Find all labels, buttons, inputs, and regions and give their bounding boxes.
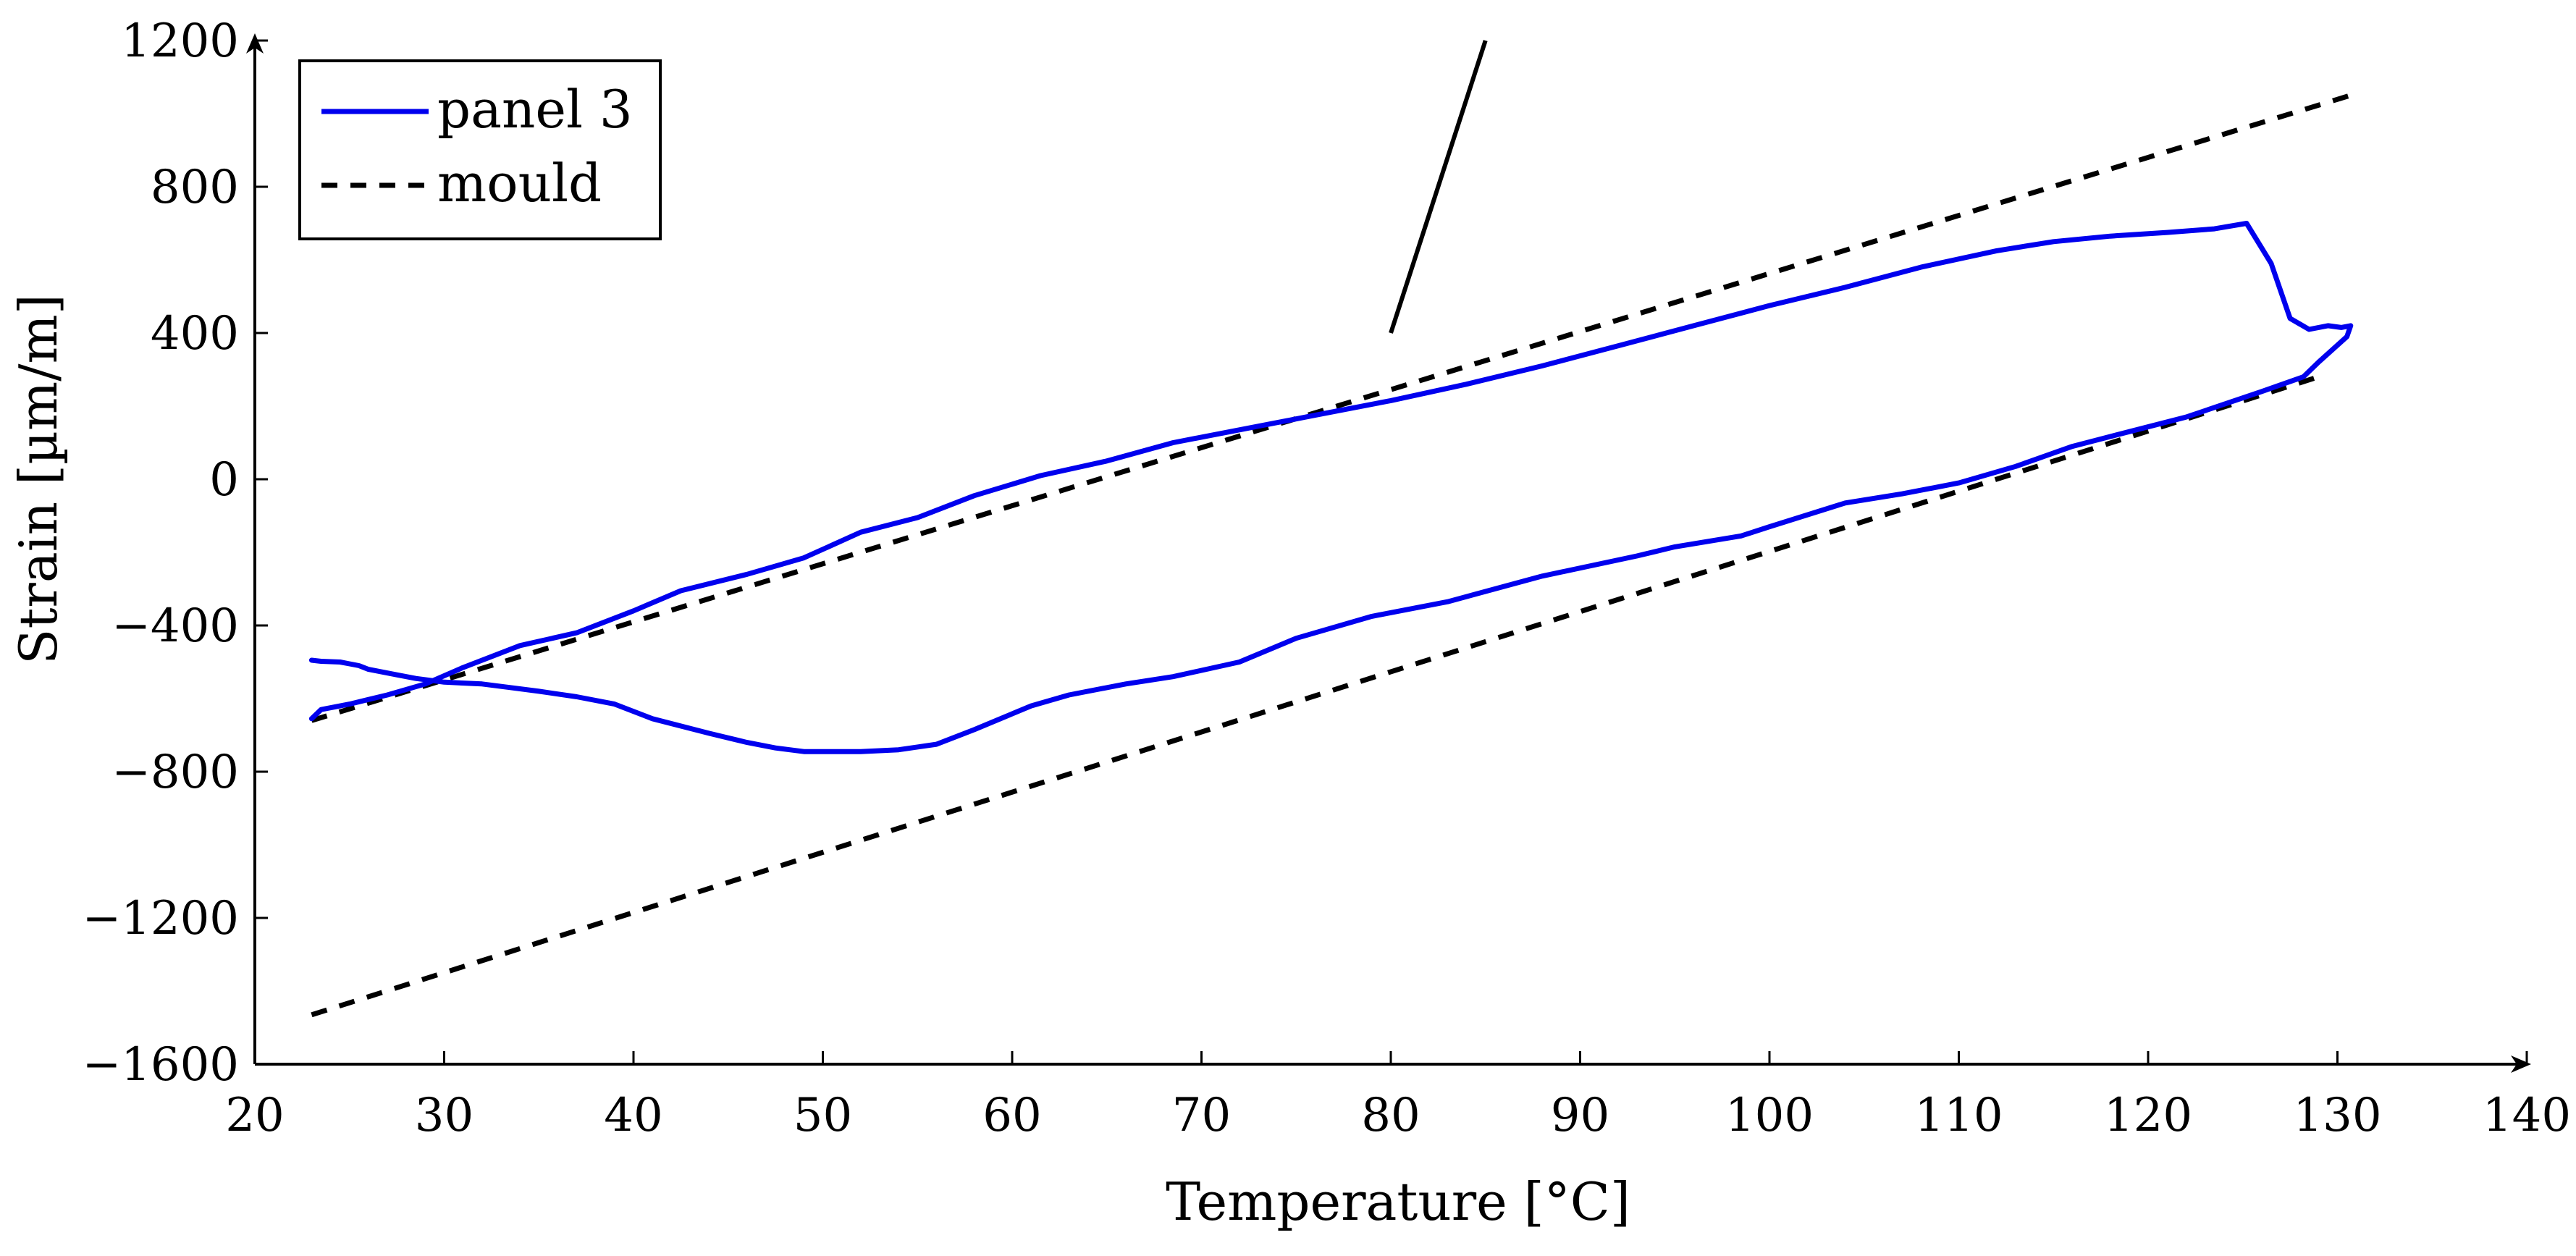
x-tick-label: 100 <box>1725 1089 1814 1142</box>
y-tick-label: −800 <box>111 746 239 799</box>
x-tick-label: 90 <box>1551 1089 1609 1142</box>
legend-label-mould: mould <box>437 153 602 214</box>
x-axis-title: Temperature [°C] <box>1166 1171 1630 1232</box>
legend-box <box>298 59 662 240</box>
x-tick-label: 70 <box>1172 1089 1231 1142</box>
mould-line-2 <box>311 374 2320 1018</box>
x-tick-label: 50 <box>794 1089 852 1142</box>
x-tick-label: 110 <box>1914 1089 2003 1142</box>
x-tick-label: 120 <box>2104 1089 2192 1142</box>
y-tick-label: 0 <box>209 453 239 507</box>
x-tick-label: 20 <box>225 1089 284 1142</box>
y-axis-arrow-icon <box>246 33 264 54</box>
y-tick-label: −1200 <box>83 892 240 945</box>
annotation-line-1 <box>1389 40 1488 334</box>
x-tick-label: 60 <box>982 1089 1041 1142</box>
y-tick-label: 1200 <box>121 14 239 68</box>
legend-label-panel-3: panel 3 <box>437 79 633 140</box>
y-axis-title: Strain [µm/m] <box>8 294 69 665</box>
y-tick-label: 400 <box>151 307 239 361</box>
x-tick-label: 130 <box>2293 1089 2381 1142</box>
x-tick-label: 80 <box>1361 1089 1420 1142</box>
x-tick-label: 40 <box>604 1089 662 1142</box>
y-tick-label: −1600 <box>83 1038 240 1092</box>
x-axis-arrow-icon <box>2511 1055 2531 1073</box>
panel-3-series-line <box>308 221 2354 754</box>
mould-line-1 <box>311 90 2357 723</box>
y-tick-label: −400 <box>111 599 239 653</box>
x-tick-label: 140 <box>2483 1089 2571 1142</box>
x-tick-label: 30 <box>415 1089 473 1142</box>
y-tick-label: 800 <box>151 161 239 214</box>
